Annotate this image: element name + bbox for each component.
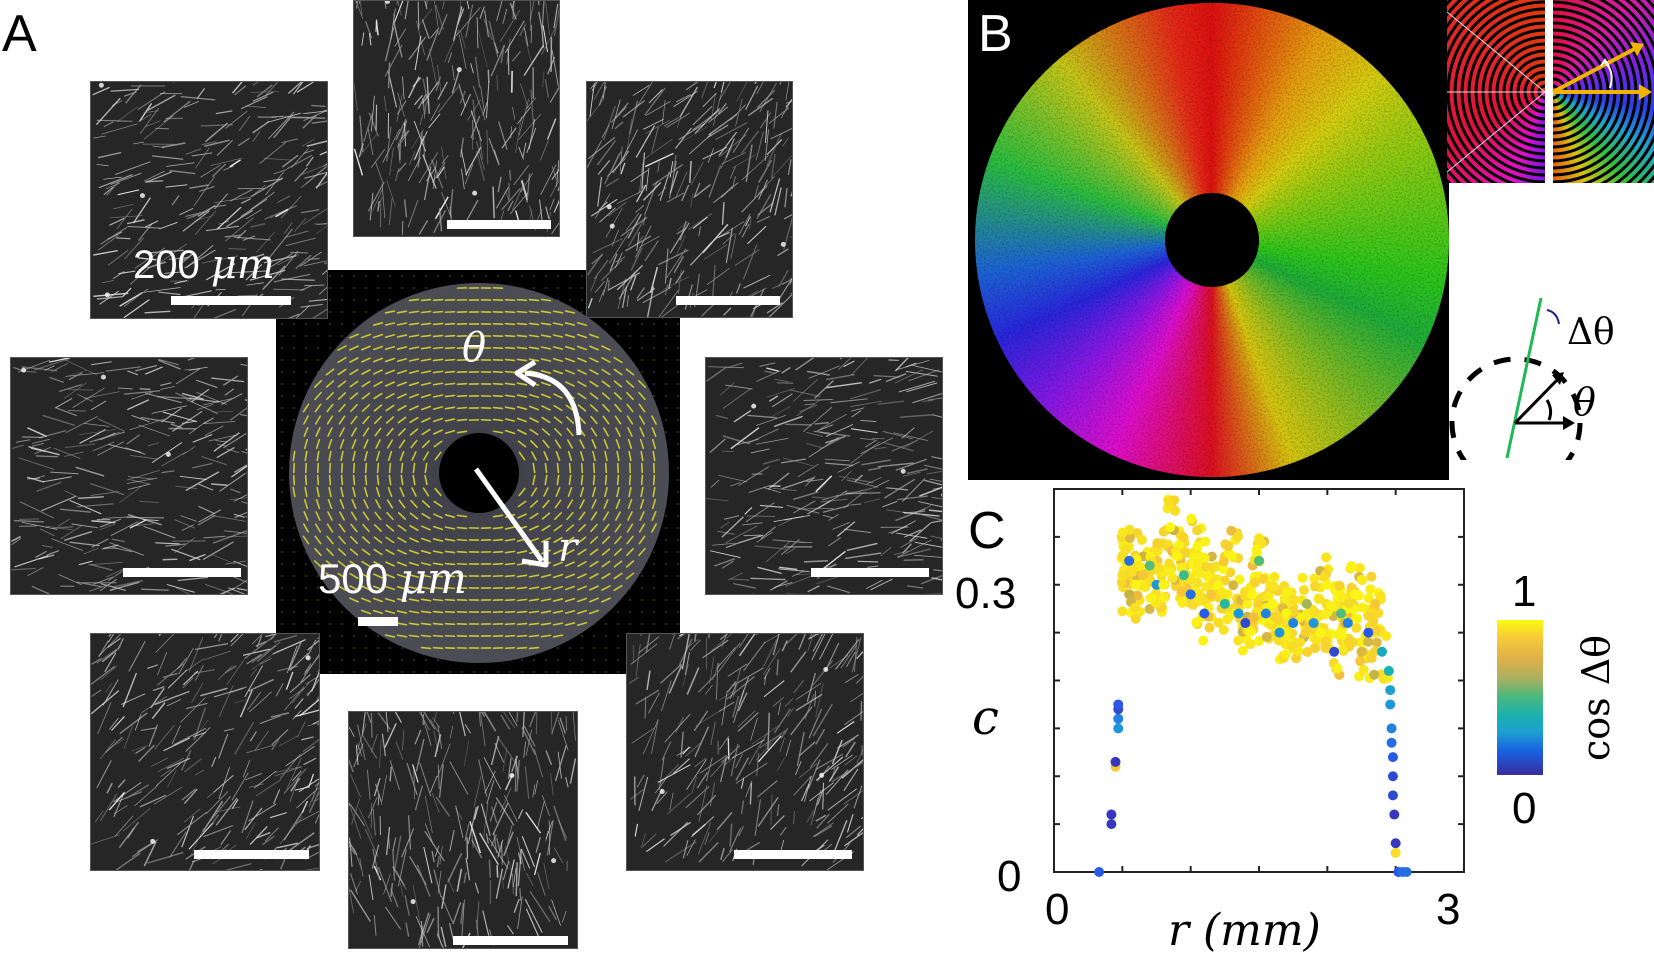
orientation-arrows-icon bbox=[1552, 42, 1652, 100]
delta-theta-label: Δθ bbox=[1567, 312, 1615, 353]
director-angle-colormap bbox=[974, 2, 1449, 478]
micrograph-top-left bbox=[90, 81, 328, 319]
color-wheel-legend bbox=[1447, 0, 1654, 183]
colorbar-max-label: 1 bbox=[1512, 567, 1537, 616]
scalebar bbox=[811, 568, 929, 577]
x-tick-0: 0 bbox=[1045, 885, 1070, 934]
delta-theta-schematic bbox=[1449, 297, 1583, 460]
panel-c-label: C bbox=[968, 502, 1006, 560]
colorbar bbox=[1497, 620, 1543, 775]
panel-b-director-map: B bbox=[968, 0, 1449, 480]
scale-text-500: 500 μm bbox=[318, 554, 467, 603]
x-tick-3: 3 bbox=[1436, 885, 1461, 934]
colorbar-label: cos Δθ bbox=[1574, 634, 1618, 762]
scale-text-200: 200 μm bbox=[133, 242, 275, 288]
micrograph-bottom-right bbox=[626, 633, 864, 871]
panel-b-label: B bbox=[978, 5, 1013, 63]
theta-label: θ bbox=[462, 325, 487, 371]
scalebar bbox=[123, 568, 241, 577]
micrograph-bottom-left bbox=[90, 633, 320, 871]
theta-angle-label: θ bbox=[1573, 380, 1596, 424]
micrograph-middle-left bbox=[10, 357, 248, 595]
theta-arrow-icon bbox=[514, 359, 582, 436]
y-axis-label: c bbox=[972, 690, 999, 746]
scalebar bbox=[453, 936, 568, 945]
r-arrow-icon bbox=[473, 467, 549, 568]
scalebar bbox=[676, 296, 780, 305]
scalebar bbox=[194, 850, 309, 859]
micrograph-bottom-center bbox=[348, 711, 578, 949]
color-wheel-image bbox=[1447, 0, 1654, 183]
scatter-plot bbox=[1053, 488, 1465, 877]
scalebar-200um bbox=[171, 296, 291, 305]
scalebar bbox=[734, 850, 852, 859]
y-tick-0: 0 bbox=[997, 852, 1022, 901]
x-axis-label: r (mm) bbox=[1168, 905, 1321, 956]
scalebar-500um bbox=[358, 617, 398, 626]
colorbar-min-label: 0 bbox=[1512, 784, 1537, 833]
micrograph-top-right bbox=[586, 81, 793, 318]
micrograph-middle-right bbox=[705, 357, 943, 595]
scalebar bbox=[447, 220, 551, 229]
panel-a-label: A bbox=[2, 5, 37, 63]
micrograph-top-center bbox=[353, 0, 560, 237]
r-label: r bbox=[558, 525, 578, 571]
y-tick-0.3: 0.3 bbox=[955, 569, 1017, 618]
